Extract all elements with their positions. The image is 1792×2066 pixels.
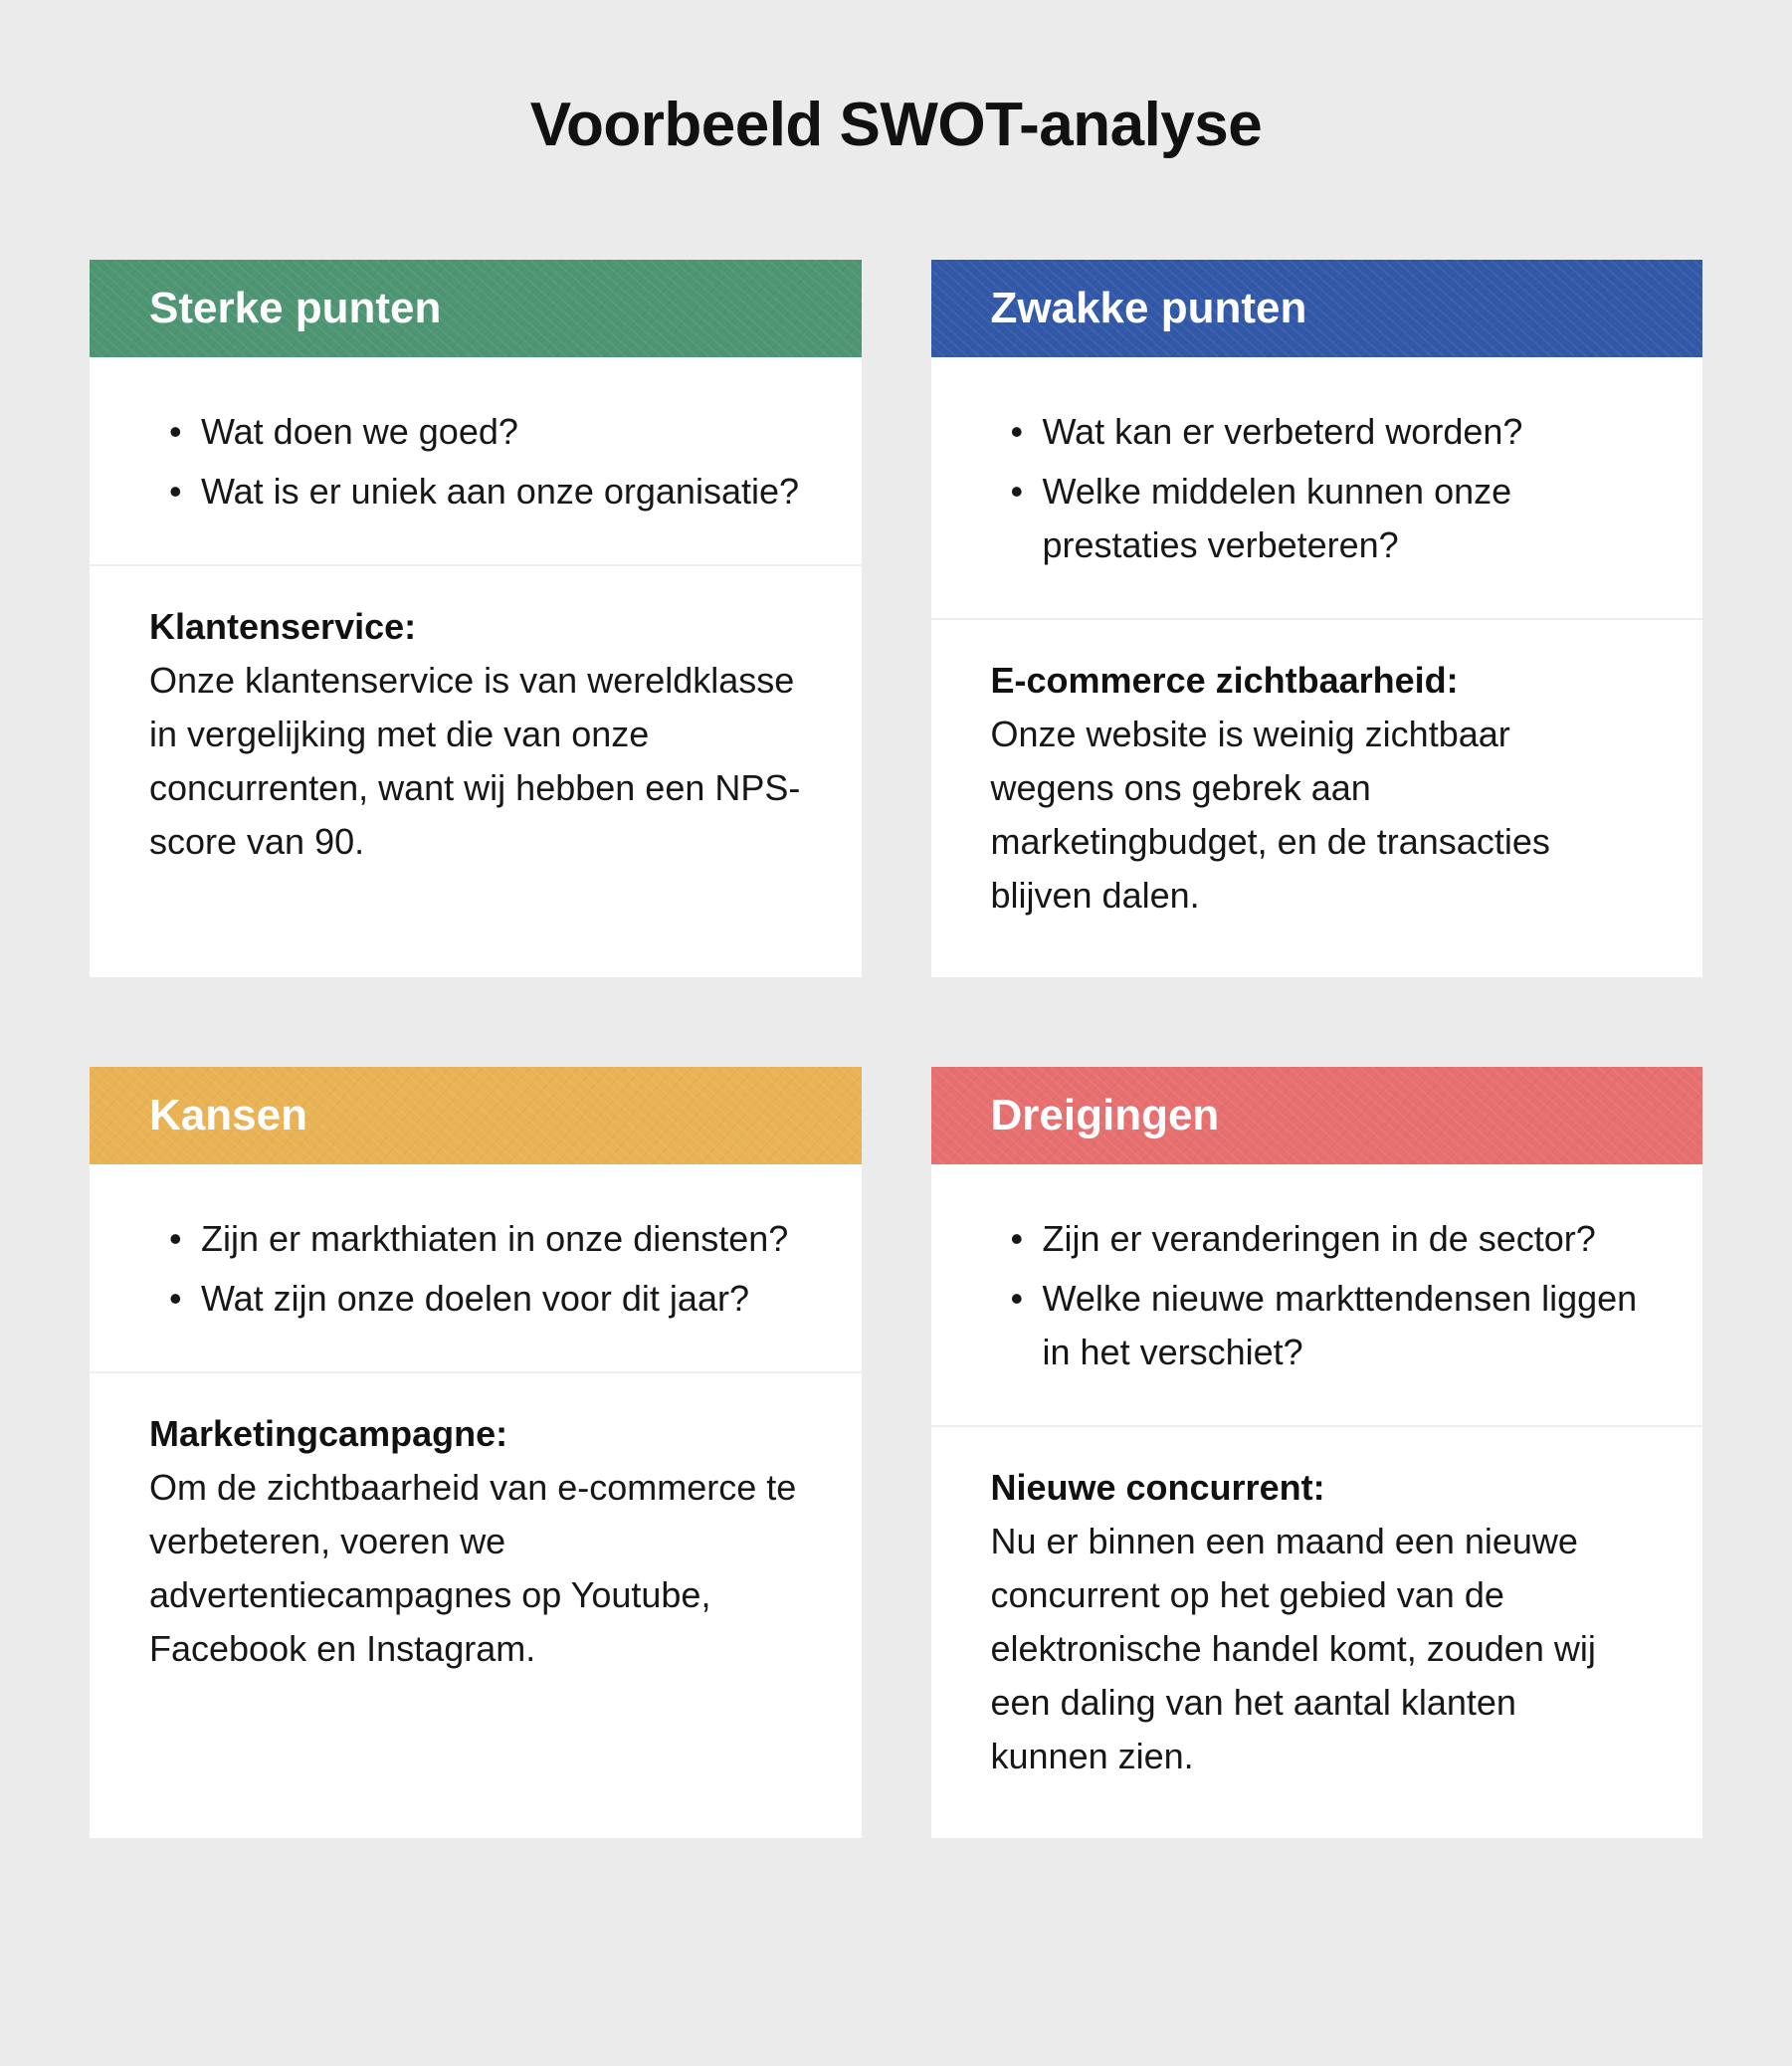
card-questions-weaknesses: Wat kan er verbeterd worden? Welke midde… — [931, 357, 1703, 620]
question-item: Wat zijn onze doelen voor dit jaar? — [169, 1272, 802, 1326]
page-title: Voorbeeld SWOT-analyse — [70, 90, 1722, 160]
body-text: Onze klantenservice is van wereldklasse … — [149, 654, 802, 869]
question-item: Zijn er markthiaten in onze diensten? — [169, 1212, 802, 1266]
questions-list: Wat doen we goed? Wat is er uniek aan on… — [149, 405, 802, 518]
body-text: Onze website is weinig zichtbaar wegens … — [991, 708, 1644, 923]
card-questions-strengths: Wat doen we goed? Wat is er uniek aan on… — [90, 357, 862, 566]
card-body-opportunities: Marketingcampagne: Om de zichtbaarheid v… — [90, 1373, 862, 1731]
swot-grid: Sterke punten Wat doen we goed? Wat is e… — [70, 260, 1722, 1838]
question-item: Wat doen we goed? — [169, 405, 802, 459]
question-item: Zijn er veranderingen in de sector? — [1011, 1212, 1644, 1266]
card-threats: Dreigingen Zijn er veranderingen in de s… — [931, 1067, 1703, 1838]
card-header-strengths: Sterke punten — [90, 260, 862, 357]
question-item: Welke middelen kunnen onze prestaties ve… — [1011, 465, 1644, 572]
card-header-weaknesses: Zwakke punten — [931, 260, 1703, 357]
card-questions-opportunities: Zijn er markthiaten in onze diensten? Wa… — [90, 1164, 862, 1373]
questions-list: Zijn er veranderingen in de sector? Welk… — [991, 1212, 1644, 1379]
body-title: E-commerce zichtbaarheid: — [991, 660, 1644, 702]
questions-list: Wat kan er verbeterd worden? Welke midde… — [991, 405, 1644, 572]
card-body-weaknesses: E-commerce zichtbaarheid: Onze website i… — [931, 620, 1703, 977]
body-text: Om de zichtbaarheid van e-commerce te ve… — [149, 1461, 802, 1676]
question-item: Welke nieuwe markttendensen liggen in he… — [1011, 1272, 1644, 1379]
questions-list: Zijn er markthiaten in onze diensten? Wa… — [149, 1212, 802, 1326]
body-title: Nieuwe concurrent: — [991, 1467, 1644, 1509]
card-questions-threats: Zijn er veranderingen in de sector? Welk… — [931, 1164, 1703, 1427]
body-text: Nu er binnen een maand een nieuwe concur… — [991, 1515, 1644, 1783]
card-opportunities: Kansen Zijn er markthiaten in onze diens… — [90, 1067, 862, 1838]
question-item: Wat kan er verbeterd worden? — [1011, 405, 1644, 459]
body-title: Klantenservice: — [149, 606, 802, 648]
card-header-opportunities: Kansen — [90, 1067, 862, 1164]
card-body-threats: Nieuwe concurrent: Nu er binnen een maan… — [931, 1427, 1703, 1838]
card-header-threats: Dreigingen — [931, 1067, 1703, 1164]
swot-container: Voorbeeld SWOT-analyse Sterke punten Wat… — [70, 90, 1722, 1838]
card-strengths: Sterke punten Wat doen we goed? Wat is e… — [90, 260, 862, 977]
question-item: Wat is er uniek aan onze organisatie? — [169, 465, 802, 518]
card-body-strengths: Klantenservice: Onze klantenservice is v… — [90, 566, 862, 924]
body-title: Marketingcampagne: — [149, 1413, 802, 1455]
card-weaknesses: Zwakke punten Wat kan er verbeterd worde… — [931, 260, 1703, 977]
